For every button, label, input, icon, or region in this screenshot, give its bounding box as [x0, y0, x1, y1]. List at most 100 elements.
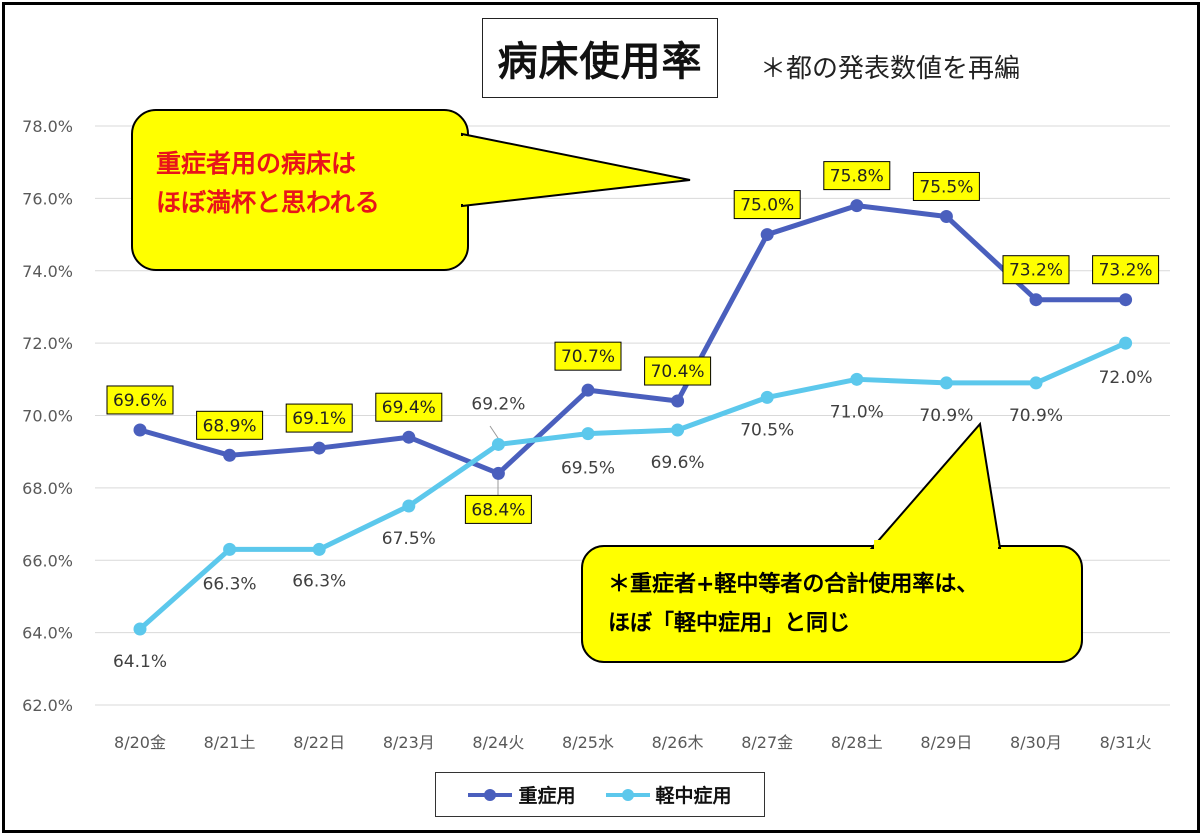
- severe-data-label-text: 68.9%: [203, 416, 257, 436]
- series-mild-point: [581, 427, 595, 441]
- x-tick-label: 8/27金: [741, 733, 793, 752]
- y-tick-label: 74.0%: [22, 262, 73, 281]
- series-severe-point: [312, 441, 326, 455]
- severe-data-label: 73.2%: [1092, 255, 1160, 285]
- x-tick-label: 8/29日: [920, 733, 972, 752]
- mild-data-label: 71.0%: [830, 402, 884, 422]
- series-mild-point: [1029, 376, 1043, 390]
- x-tick-label: 8/24火: [472, 733, 524, 752]
- series-severe-point: [939, 209, 953, 223]
- mild-data-label: 72.0%: [1099, 368, 1153, 388]
- series-mild-point: [402, 499, 416, 513]
- severe-data-label-text: 75.5%: [919, 177, 973, 197]
- series-mild-point: [671, 423, 685, 437]
- severe-data-label: 75.0%: [733, 190, 801, 220]
- x-tick-label: 8/31火: [1100, 733, 1152, 752]
- y-tick-label: 76.0%: [22, 189, 73, 208]
- series-mild-line: [138, 340, 1127, 631]
- legend-swatch-mild: [605, 788, 650, 801]
- callout-total-text: ＊重症者+軽中等者の合計使用率は、 ほぼ「軽中症用」と同じ: [608, 566, 978, 643]
- legend-swatch-severe: [468, 788, 513, 801]
- severe-data-label-text: 73.2%: [1099, 261, 1153, 281]
- severe-data-label-box: [554, 341, 622, 371]
- series-severe-point: [581, 383, 595, 397]
- severe-data-label-text: 70.7%: [561, 347, 615, 367]
- y-tick-label: 68.0%: [22, 479, 73, 498]
- mild-data-label: 70.9%: [1009, 406, 1063, 426]
- severe-data-label-box: [644, 356, 712, 386]
- chart-title: 病床使用率: [482, 18, 718, 98]
- severe-data-label-box: [196, 410, 264, 440]
- callout-severe-text: 重症者用の病床は ほぼ満杯と思われる: [156, 145, 380, 223]
- series-severe-line: [139, 203, 1126, 476]
- severe-data-label: 75.5%: [912, 171, 980, 201]
- x-tick-label: 8/28土: [831, 733, 883, 752]
- callout-total-line2: ほぼ「軽中症用」と同じ: [608, 610, 851, 636]
- severe-data-label-box: [106, 385, 174, 415]
- series-severe-point: [223, 448, 237, 462]
- x-tick-label: 8/23月: [383, 733, 435, 752]
- callout-total-pointer: [869, 421, 1002, 549]
- severe-data-label: 69.4%: [375, 392, 443, 422]
- severe-data-label: 68.4%: [464, 494, 532, 524]
- series-severe-point: [133, 423, 147, 437]
- series-mild-point: [491, 437, 505, 451]
- series-mild-point: [223, 542, 237, 556]
- severe-data-label-box: [1092, 255, 1160, 285]
- severe-data-label: 73.2%: [1002, 255, 1070, 285]
- series-mild-point: [312, 542, 326, 556]
- series-severe-point: [850, 199, 864, 213]
- callout-total-joint: [874, 540, 998, 554]
- severe-data-label: 69.1%: [285, 403, 353, 433]
- mild-data-label: 66.3%: [203, 574, 257, 594]
- x-tick-label: 8/22日: [293, 733, 345, 752]
- callout-severe-joint: [455, 136, 467, 204]
- x-tick-label: 8/26木: [652, 733, 704, 752]
- y-tick-label: 70.0%: [22, 407, 73, 426]
- series-severe-point: [1029, 293, 1043, 307]
- mild-data-label: 67.5%: [382, 529, 436, 549]
- severe-data-label-box: [1002, 255, 1070, 285]
- legend-item-mild: 軽中症用: [605, 781, 732, 808]
- y-tick-label: 62.0%: [22, 696, 73, 715]
- mild-data-label: 70.5%: [740, 420, 794, 440]
- y-tick-label: 72.0%: [22, 334, 73, 353]
- x-tick-label: 8/20金: [114, 733, 166, 752]
- y-tick-label: 66.0%: [22, 551, 73, 570]
- chart-subtitle: ＊都の発表数値を再編: [760, 54, 1021, 84]
- severe-data-label-box: [823, 161, 891, 191]
- severe-data-label-text: 73.2%: [1009, 261, 1063, 281]
- callout-total-box: [581, 545, 1083, 663]
- chart-legend: 重症用 軽中症用: [435, 772, 765, 817]
- severe-data-label-box: [375, 392, 443, 422]
- severe-data-label-text: 69.6%: [113, 391, 167, 411]
- series-severe-point: [402, 430, 416, 444]
- series-severe-point: [671, 394, 685, 408]
- x-tick-label: 8/21土: [204, 733, 256, 752]
- series-mild-point: [939, 376, 953, 390]
- series-mild-point: [850, 372, 864, 386]
- severe-data-label-text: 75.0%: [740, 196, 794, 216]
- series-severe-point: [760, 228, 774, 242]
- severe-data-label: 68.9%: [196, 410, 264, 440]
- y-tick-label: 78.0%: [22, 117, 73, 136]
- series-mild-point: [133, 622, 147, 636]
- severe-data-label-box: [464, 494, 532, 524]
- severe-data-label-text: 69.4%: [382, 398, 436, 418]
- mild-data-label: 69.2%: [471, 394, 525, 414]
- severe-data-label: 70.7%: [554, 341, 622, 371]
- severe-data-label-text: 69.1%: [292, 409, 346, 429]
- severe-data-label-box: [912, 171, 980, 201]
- mild-data-label: 69.5%: [561, 459, 615, 479]
- severe-data-label: 75.8%: [823, 161, 891, 191]
- legend-label-mild: 軽中症用: [655, 785, 732, 807]
- series-mild-point: [1119, 336, 1133, 350]
- callout-severe-line2: ほぼ満杯と思われる: [156, 187, 380, 217]
- mild-data-label: 66.3%: [292, 571, 346, 591]
- mild-data-label: 70.9%: [919, 406, 973, 426]
- severe-data-label-text: 68.4%: [471, 500, 525, 520]
- severe-data-label-box: [733, 190, 801, 220]
- y-tick-label: 64.0%: [22, 624, 73, 643]
- callout-total-line1: ＊重症者+軽中等者の合計使用率は、: [608, 572, 979, 597]
